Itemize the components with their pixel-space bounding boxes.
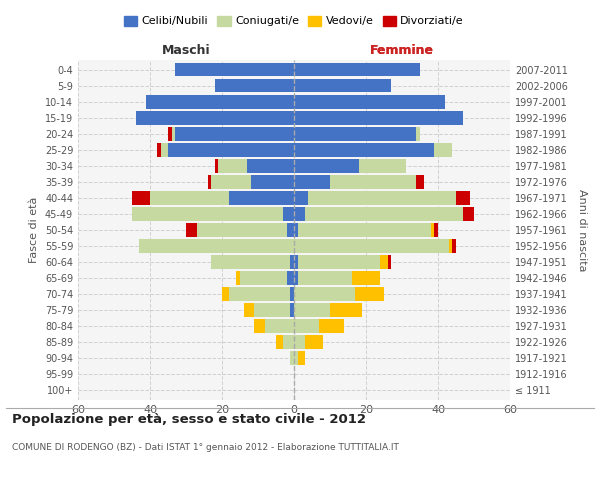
Bar [431, 223, 434, 237]
Bar [380, 256, 388, 269]
Bar [290, 352, 294, 365]
Bar [251, 175, 294, 188]
Text: Femmine: Femmine [370, 44, 434, 57]
Bar [290, 288, 294, 301]
Bar [211, 175, 251, 188]
Bar [161, 143, 168, 156]
Bar [416, 175, 424, 188]
Bar [449, 239, 452, 253]
Bar [215, 159, 218, 172]
Bar [298, 272, 352, 285]
Bar [175, 63, 294, 76]
Legend: Celibi/Nubili, Coniugati/e, Vedovi/e, Divorziati/e: Celibi/Nubili, Coniugati/e, Vedovi/e, Di… [119, 11, 469, 31]
Bar [168, 127, 172, 140]
Bar [218, 159, 247, 172]
Bar [236, 272, 240, 285]
Bar [294, 127, 416, 140]
Bar [359, 159, 406, 172]
Bar [294, 223, 298, 237]
Bar [294, 336, 305, 349]
Bar [294, 143, 434, 156]
Bar [294, 256, 298, 269]
Bar [308, 191, 456, 204]
Bar [276, 336, 283, 349]
Text: Femmine: Femmine [370, 44, 434, 58]
Bar [330, 304, 362, 317]
Bar [157, 143, 161, 156]
Bar [416, 127, 420, 140]
Bar [146, 95, 294, 108]
Y-axis label: Anni di nascita: Anni di nascita [577, 188, 587, 271]
Bar [452, 239, 456, 253]
Bar [283, 207, 294, 221]
Bar [294, 111, 463, 124]
Bar [283, 336, 294, 349]
Bar [136, 111, 294, 124]
Bar [294, 95, 445, 108]
Bar [298, 223, 431, 237]
Bar [294, 175, 330, 188]
Bar [355, 288, 384, 301]
Y-axis label: Fasce di età: Fasce di età [29, 197, 39, 263]
Bar [305, 336, 323, 349]
Bar [139, 239, 294, 253]
Bar [294, 272, 298, 285]
Bar [294, 320, 319, 333]
Bar [222, 288, 229, 301]
Bar [330, 175, 416, 188]
Bar [168, 143, 294, 156]
Bar [434, 143, 452, 156]
Bar [352, 272, 380, 285]
Bar [294, 239, 449, 253]
Bar [319, 320, 344, 333]
Bar [294, 352, 298, 365]
Bar [305, 207, 463, 221]
Bar [294, 304, 330, 317]
Bar [208, 175, 211, 188]
Bar [150, 191, 229, 204]
Bar [388, 256, 391, 269]
Bar [215, 79, 294, 92]
Bar [254, 320, 265, 333]
Bar [294, 79, 391, 92]
Text: Popolazione per età, sesso e stato civile - 2012: Popolazione per età, sesso e stato civil… [12, 412, 366, 426]
Bar [294, 288, 355, 301]
Bar [197, 223, 287, 237]
Bar [287, 272, 294, 285]
Text: COMUNE DI RODENGO (BZ) - Dati ISTAT 1° gennaio 2012 - Elaborazione TUTTITALIA.IT: COMUNE DI RODENGO (BZ) - Dati ISTAT 1° g… [12, 442, 399, 452]
Bar [294, 63, 420, 76]
Bar [229, 191, 294, 204]
Bar [172, 127, 175, 140]
Bar [456, 191, 470, 204]
Bar [175, 127, 294, 140]
Bar [290, 304, 294, 317]
Bar [244, 304, 254, 317]
Bar [211, 256, 290, 269]
Bar [294, 207, 305, 221]
Bar [265, 320, 294, 333]
Text: Maschi: Maschi [161, 44, 211, 58]
Bar [229, 288, 290, 301]
Bar [294, 159, 359, 172]
Bar [298, 352, 305, 365]
Bar [287, 223, 294, 237]
Bar [434, 223, 438, 237]
Bar [186, 223, 197, 237]
Bar [290, 256, 294, 269]
Bar [247, 159, 294, 172]
Bar [298, 256, 380, 269]
Bar [240, 272, 287, 285]
Bar [254, 304, 290, 317]
Bar [463, 207, 474, 221]
Bar [132, 207, 283, 221]
Bar [294, 191, 308, 204]
Bar [132, 191, 150, 204]
